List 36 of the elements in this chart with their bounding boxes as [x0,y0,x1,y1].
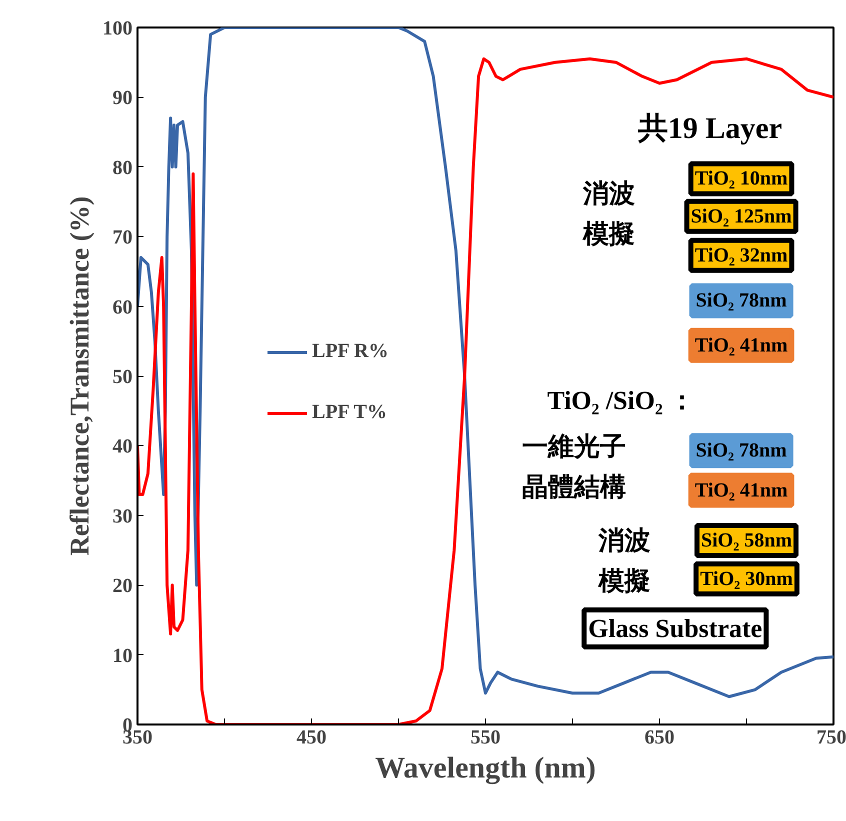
annotation: 消波 [582,178,636,208]
y-tick-label: 30 [112,505,132,528]
annotation: 共19 Layer [636,112,782,146]
y-tick-label: 10 [112,644,132,667]
annotation: 消波 [598,526,651,555]
x-tick-label: 450 [296,726,326,748]
y-tick-label: 60 [112,296,132,318]
annotation: Glass Substrate [588,614,762,643]
annotation: TiO₂ 41nm [694,334,788,356]
annotation: TiO₂ 30nm [700,568,794,590]
y-tick-label: 40 [112,436,132,458]
annotation: 晶體結構 [522,472,626,502]
x-tick-label: 650 [644,726,674,748]
annotation: TiO₂ 32nm [694,244,788,266]
y-axis-title: Reflectance,Transmittance (%) [64,196,94,556]
annotation: SiO₂ 78nm [696,290,788,312]
y-tick-label: 50 [112,366,132,388]
annotation: SiO₂ 78nm [696,440,788,462]
x-tick-label: 750 [816,726,846,748]
annotation: 模擬 [582,219,636,248]
y-tick-label: 100 [102,18,132,40]
annotation: 模擬 [598,566,651,596]
annotation: SiO₂ 58nm [700,529,792,552]
annotation: TiO₂ 41nm [694,479,788,502]
annotation: SiO₂ 125nm [690,205,792,228]
y-tick-label: 90 [112,87,132,110]
y-tick-label: 70 [112,226,132,249]
y-tick-label: 20 [112,575,132,598]
annotation: TiO₂ /SiO₂ ： [547,386,696,415]
legend-label: LPF T% [312,401,388,424]
legend-label: LPF R% [312,340,388,363]
x-axis-title: Wavelength (nm) [375,752,596,784]
annotation: 一維光子 [522,432,626,461]
x-tick-label: 550 [470,726,500,748]
y-tick-label: 80 [112,156,132,179]
annotation: TiO₂ 10nm [694,168,788,190]
